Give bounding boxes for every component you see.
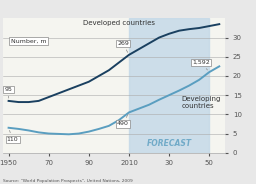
Text: Number, m: Number, m <box>11 39 46 44</box>
Text: Developed countries: Developed countries <box>83 20 155 26</box>
Bar <box>129 18 209 153</box>
Text: Developing
countries: Developing countries <box>181 96 220 109</box>
Text: 490: 490 <box>117 115 129 126</box>
Text: 110: 110 <box>7 130 18 142</box>
Text: 1,592: 1,592 <box>192 60 210 70</box>
Text: 95: 95 <box>5 87 13 98</box>
Text: Source: "World Population Prospects", United Nations, 2009: Source: "World Population Prospects", Un… <box>3 179 132 183</box>
Text: 269: 269 <box>117 41 129 52</box>
Text: FORECAST: FORECAST <box>146 139 192 148</box>
